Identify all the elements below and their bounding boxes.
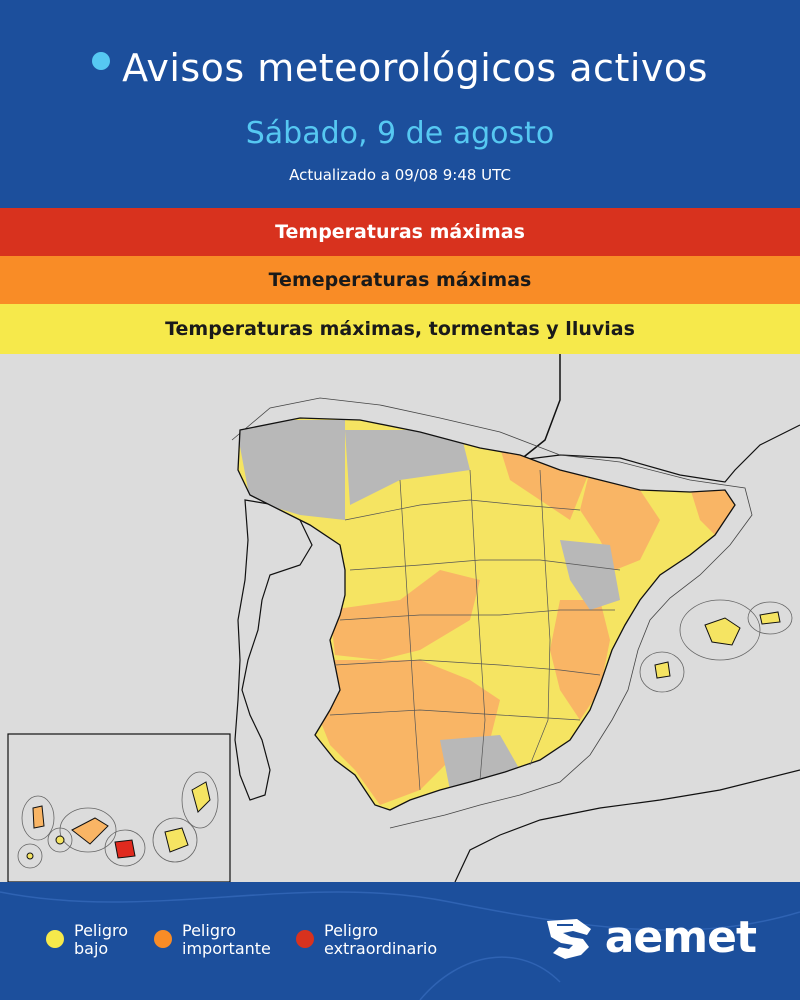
portugal-outline — [234, 499, 313, 801]
france-border-line — [519, 424, 800, 483]
band-orange: Temeperaturas máximas — [0, 256, 800, 304]
zone-fill-important-catalonia — [580, 470, 660, 570]
page-title: Avisos meteorológicos activos — [0, 46, 800, 90]
band-orange-label: Temeperaturas máximas — [268, 269, 532, 291]
zone-relief-north — [345, 430, 470, 505]
warning-date: Sábado, 9 de agosto — [245, 116, 555, 151]
zone-fill-important-south-west — [320, 660, 500, 805]
legend-low: Peligro bajo — [46, 922, 128, 958]
aemet-logo-text: aemet — [604, 912, 757, 963]
band-yellow: Temperaturas máximas, tormentas y lluvia… — [0, 304, 800, 354]
legend-low-label: Peligro bajo — [74, 921, 128, 958]
band-yellow-label: Temperaturas máximas, tormentas y lluvia… — [165, 318, 635, 340]
aemet-logo: aemet — [543, 912, 757, 963]
zone-fill-important-east — [550, 600, 610, 720]
marine-zone-line — [231, 397, 753, 829]
legend-orange-dot-icon — [154, 930, 172, 948]
zone-relief-north-west — [238, 420, 345, 520]
warning-map-svg — [7, 354, 800, 882]
band-red: Temperaturas máximas — [0, 208, 800, 256]
band-red-label: Temperaturas máximas — [275, 221, 525, 243]
legend-extraordinary-label: Peligro extraordinario — [324, 921, 438, 958]
bullet-dot-icon — [92, 51, 111, 70]
legend-yellow-dot-icon — [46, 930, 64, 948]
zone-boundaries — [329, 469, 621, 791]
aemet-logo-icon — [546, 918, 591, 959]
balearic-islands — [639, 599, 793, 693]
updated-timestamp: Actualizado a 09/08 9:48 UTC — [289, 166, 511, 184]
legend-extraordinary: Peligro extraordinario — [296, 922, 437, 958]
page-title-text: Avisos meteorológicos activos — [122, 46, 708, 90]
zone-fill-important-centre — [330, 570, 480, 660]
header: Avisos meteorológicos activos Sábado, 9 … — [0, 0, 800, 207]
warning-map — [0, 354, 800, 882]
footer-decoration — [0, 891, 800, 1000]
legend-important: Peligro importante — [154, 922, 271, 958]
canary-islands-inset — [7, 733, 231, 882]
footer: Peligro bajo Peligro importante Peligro … — [0, 882, 800, 1000]
legend-important-label: Peligro importante — [182, 921, 271, 958]
france-coast-line — [519, 354, 561, 461]
zone-relief-east — [560, 540, 620, 610]
legend-red-dot-icon — [296, 930, 314, 948]
spain-outline — [237, 417, 736, 811]
africa-coast-line — [454, 769, 800, 882]
